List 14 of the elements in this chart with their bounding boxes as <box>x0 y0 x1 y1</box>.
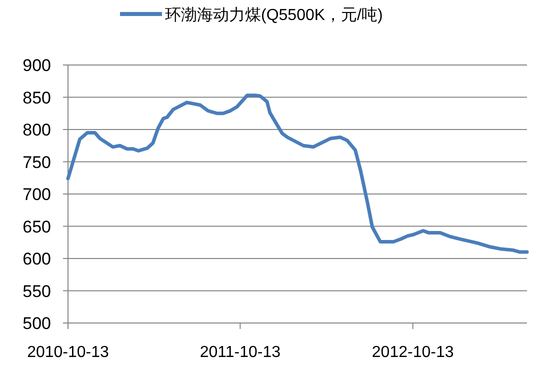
x-tick-label: 2012-10-13 <box>372 344 454 361</box>
y-tick-label: 500 <box>22 314 51 333</box>
x-tick-label: 2011-10-13 <box>200 344 281 361</box>
x-tick-label: 2010-10-13 <box>27 344 110 361</box>
y-tick-label: 550 <box>22 282 51 301</box>
legend-label: 环渤海动力煤(Q5500K，元/吨) <box>165 6 383 24</box>
y-tick-label: 750 <box>22 152 51 172</box>
y-tick-label: 800 <box>22 120 51 140</box>
y-tick-label: 850 <box>22 88 51 108</box>
y-tick-label: 600 <box>22 250 51 268</box>
y-tick-label: 700 <box>22 185 51 204</box>
y-tick-label: 650 <box>22 217 51 236</box>
y-tick-label: 900 <box>22 56 51 75</box>
line-series <box>66 94 529 254</box>
